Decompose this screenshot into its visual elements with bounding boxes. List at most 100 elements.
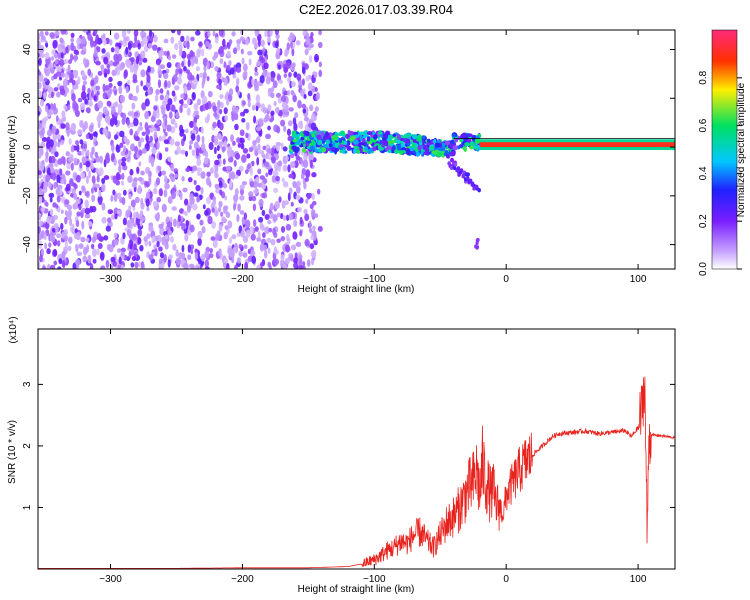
spectrogram-cell — [259, 221, 263, 230]
spectrogram-cell — [174, 141, 181, 147]
spectrogram-cell — [306, 193, 311, 200]
spectrogram-cell — [113, 157, 117, 166]
spectrogram-cell — [223, 61, 227, 68]
spectrogram-cell — [262, 244, 268, 252]
spectrogram-cell — [234, 264, 238, 269]
spectrogram-cell — [110, 143, 115, 153]
spectrogram-cell — [304, 238, 310, 247]
spectrogram-cell — [311, 172, 317, 178]
spectrogram-cell — [256, 236, 262, 242]
spectrogram-cell — [115, 66, 119, 72]
spectrogram-cell — [50, 235, 56, 243]
spectrogram-cell — [145, 134, 150, 143]
spectrogram-cell — [243, 212, 248, 221]
spectrogram-cell — [198, 41, 203, 47]
spectrogram-cell — [90, 79, 95, 87]
spectrogram-cell — [303, 116, 310, 122]
spectrogram-cell — [278, 196, 282, 203]
spectrogram-cell — [171, 104, 176, 112]
spectrogram-cell — [183, 198, 189, 206]
spectrogram-cell — [189, 196, 195, 205]
spectrogram-cell — [187, 58, 191, 68]
spectrogram-cell — [96, 175, 100, 183]
spectrogram-cell — [258, 55, 264, 61]
spectrogram-cell — [163, 38, 169, 44]
spectrogram-cell — [110, 47, 115, 53]
spectrogram-cell — [273, 258, 280, 266]
spectrogram-cell — [138, 261, 142, 268]
spectrogram-cell — [84, 207, 91, 215]
spectrogram-cell — [67, 209, 72, 218]
spectrogram-cell — [171, 54, 177, 59]
spectrogram-cell — [172, 243, 177, 251]
spectrogram-cell — [44, 31, 49, 36]
spectrogram-cell — [67, 64, 71, 73]
spectrogram-cell — [146, 74, 151, 83]
spectrogram-cell — [184, 150, 189, 157]
spectrogram-cell — [270, 92, 275, 99]
spectrogram-cell — [81, 220, 85, 230]
spectrogram-cell — [403, 133, 410, 139]
spectrogram-cell — [109, 60, 114, 67]
spectrogram-cell — [367, 149, 372, 155]
spectrogram-cell — [251, 255, 257, 264]
spectrogram-cell — [223, 231, 228, 240]
spectrogram-cell — [230, 171, 236, 180]
spectrogram-cell — [158, 246, 163, 252]
spectrogram-cell — [315, 56, 319, 62]
spectrogram-cell — [476, 144, 481, 150]
colorbar-tick-label: 0.2 — [698, 214, 709, 228]
spectrogram-cell — [126, 79, 131, 86]
spectrogram-cell — [401, 146, 407, 152]
spectrogram-cell — [259, 243, 265, 252]
spectrogram-cell — [263, 62, 269, 70]
spectrogram-cell — [182, 187, 188, 193]
spectrogram-cell — [264, 226, 270, 235]
spectrogram-cell — [273, 246, 278, 255]
spectrogram-cell — [56, 66, 62, 74]
spectrogram-cell — [341, 148, 346, 154]
spectrogram-cell — [408, 147, 415, 152]
spectrogram-cell — [51, 56, 54, 61]
spectrogram-cell — [373, 134, 378, 140]
spectrogram-cell — [271, 156, 276, 164]
spectrogram-cell — [244, 262, 249, 269]
spectrogram-cell — [40, 206, 46, 213]
spectrogram-cell — [264, 133, 271, 140]
spectrogram-cell — [142, 36, 148, 45]
spectrogram-cell — [201, 95, 208, 105]
spectrogram-cell — [102, 127, 108, 135]
spectrogram-cell — [266, 237, 272, 243]
spectrogram-cell — [167, 80, 171, 88]
spectrogram-cell — [137, 237, 142, 245]
spectrogram-cell — [118, 85, 123, 95]
spectrogram-cell — [111, 105, 116, 115]
spectrogram-cell — [258, 117, 264, 127]
snr-series-line — [38, 376, 675, 569]
spectrogram-cell — [301, 147, 307, 153]
spectrogram-cell — [451, 133, 456, 138]
spectrogram-cell — [166, 62, 172, 69]
spectrogram-cell — [83, 246, 88, 256]
spectrogram-cell — [272, 214, 278, 222]
spectrogram-cell — [228, 236, 233, 245]
spectrogram-cell — [98, 111, 103, 120]
spectrogram-cell — [196, 158, 202, 167]
spectrogram-cell — [233, 203, 237, 211]
spectrogram-cell — [392, 144, 396, 151]
spectrogram-cell — [287, 89, 291, 96]
spectrogram-cell — [240, 142, 245, 150]
spectrogram-cell — [159, 88, 164, 94]
spectrogram-cell — [261, 150, 265, 158]
spectrogram-cell — [453, 162, 458, 167]
spectrogram-cell — [292, 182, 298, 189]
spectrogram-cell — [197, 257, 202, 265]
spectrogram-cell — [140, 261, 145, 269]
spectrogram-cell — [88, 124, 94, 133]
spectrogram-cell — [93, 30, 98, 35]
spectrogram-cell — [200, 48, 205, 57]
spectrogram-cell — [463, 146, 467, 152]
spectrogram-cell — [200, 186, 204, 195]
spectrogram-cell — [311, 192, 315, 201]
spectrogram-cell — [38, 226, 41, 234]
